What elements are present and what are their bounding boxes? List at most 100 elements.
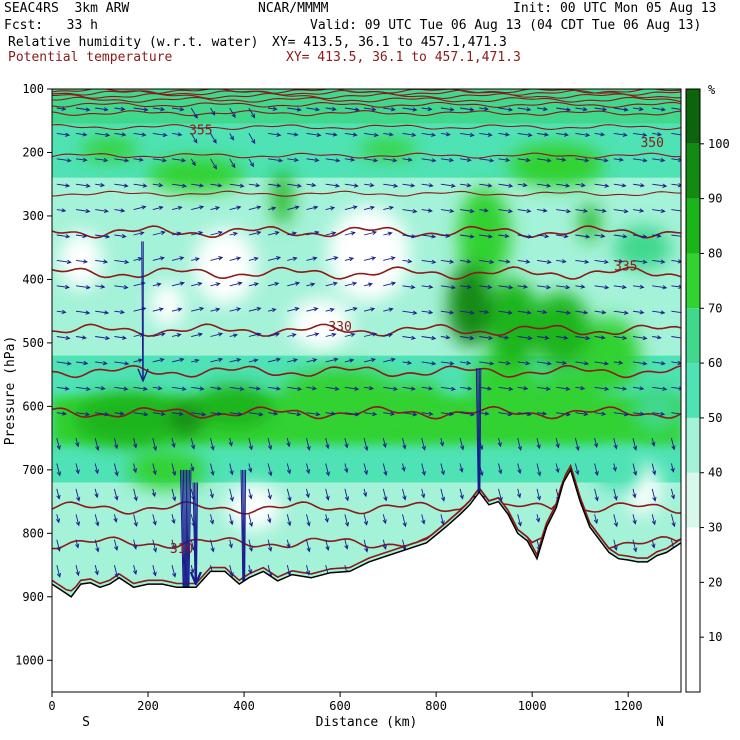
theta-contour-labels: 355 350 335 330 310: [170, 123, 664, 557]
wind-vector: [287, 358, 299, 363]
wind-vector: [593, 514, 599, 525]
wind-vector: [459, 488, 464, 500]
wind-vector: [536, 208, 548, 213]
wind-vector: [248, 514, 254, 528]
x-tick-label: 600: [329, 699, 351, 713]
wind-vector: [152, 386, 163, 391]
wind-vector: [460, 412, 475, 417]
wind-vector: [268, 132, 282, 137]
wind-vector: [364, 158, 379, 163]
wind-vector: [95, 412, 110, 417]
wind-vector: [325, 488, 330, 501]
wind-vector: [152, 256, 165, 261]
wind-vector: [498, 412, 513, 417]
rh-moist-cell: [272, 168, 293, 226]
wind-vector: [210, 133, 217, 144]
wind-vector: [613, 412, 629, 417]
wind-vector: [191, 386, 205, 391]
wind-vector: [421, 514, 426, 525]
wind-vector: [95, 208, 109, 214]
wind-vector: [652, 183, 668, 188]
wind-vector: [191, 257, 200, 262]
wind-vector: [516, 488, 522, 499]
wind-vector: [363, 437, 369, 452]
wind-vector: [248, 463, 253, 473]
wind-vector: [171, 107, 185, 112]
rh-moist-cell: [632, 380, 681, 432]
x-tick-label: 800: [425, 699, 447, 713]
wind-vector: [421, 463, 426, 477]
rh-moist-cell: [613, 225, 672, 270]
wind-vector: [306, 107, 321, 112]
wind-vector: [651, 514, 656, 526]
wind-vector: [517, 463, 522, 475]
wind-vector: [632, 539, 638, 553]
wind-vector: [479, 361, 495, 366]
wind-vector: [402, 335, 417, 340]
wind-vector: [95, 107, 109, 112]
wind-vector: [113, 437, 119, 450]
wind-vector: [517, 132, 533, 138]
wind-vector: [325, 386, 340, 391]
wind-vector: [632, 310, 645, 315]
wind-vector: [94, 488, 99, 499]
wind-vector: [479, 208, 489, 213]
wind-vector: [671, 183, 681, 188]
wind-vector: [402, 209, 418, 214]
wind-vector: [306, 514, 311, 527]
theta-contour-line: [52, 124, 681, 131]
rh-dry-cell: [193, 228, 257, 305]
y-tick-label: 900: [22, 590, 44, 604]
wind-vector: [305, 488, 310, 499]
wind-vector: [652, 208, 666, 214]
colorbar-tick-label: 70: [708, 301, 722, 315]
wind-vector: [364, 107, 377, 112]
wind-vector: [95, 182, 106, 188]
wind-vector: [670, 463, 675, 473]
wind-vector: [325, 332, 337, 337]
wind-vector: [95, 310, 110, 315]
theta-label: 350: [640, 136, 663, 151]
wind-vector: [632, 106, 644, 112]
wind-vector: [75, 488, 81, 502]
wind-vector: [479, 158, 495, 163]
terrain: [52, 467, 681, 692]
header-fcst: Fcst: 33 h: [4, 18, 98, 33]
theta-contour-line: [52, 92, 681, 100]
wind-vector: [670, 514, 676, 528]
x-tick-label: 200: [137, 699, 159, 713]
wind-vector: [536, 158, 552, 163]
wind-vector: [75, 514, 81, 527]
wind-vector: [171, 132, 183, 137]
wind-vector: [152, 332, 166, 337]
wind-vector: [325, 132, 338, 137]
wind-vector: [75, 310, 91, 315]
wind-vector: [171, 183, 187, 188]
wind-vector: [114, 259, 130, 265]
wind-vector: [556, 259, 567, 264]
wind-vector: [267, 463, 273, 477]
wind-vector: [306, 182, 317, 188]
wind-vector: [594, 488, 599, 502]
wind-vector: [56, 564, 62, 578]
wind-vector: [133, 437, 138, 449]
wind-vector: [75, 132, 88, 137]
wind-vector: [652, 285, 668, 290]
wind-vector: [191, 281, 203, 287]
wind-vector: [402, 132, 417, 137]
wind-vector: [152, 307, 164, 312]
wind-vector: [325, 106, 337, 112]
wind-vector: [555, 463, 560, 474]
wind-vector: [248, 230, 262, 236]
wind-vector: [151, 488, 156, 498]
y-tick-label: 800: [22, 526, 44, 540]
wind-vector: [613, 132, 628, 137]
wind-vector: [383, 357, 396, 363]
wind-vector: [632, 234, 648, 239]
wind-vector: [75, 157, 88, 163]
wind-vector: [306, 205, 319, 211]
wind-vector: [56, 437, 61, 451]
wind-vector: [574, 463, 580, 476]
wind-vector: [498, 183, 514, 188]
wind-vector: [613, 234, 628, 239]
